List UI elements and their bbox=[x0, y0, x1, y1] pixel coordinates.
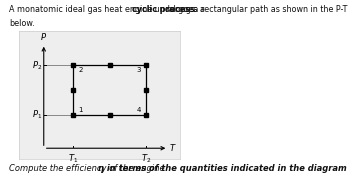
Text: 2: 2 bbox=[78, 67, 83, 73]
Text: P: P bbox=[41, 33, 46, 42]
Text: $T_2$: $T_2$ bbox=[141, 152, 152, 165]
Text: $P_1$: $P_1$ bbox=[32, 109, 42, 121]
Text: T: T bbox=[169, 144, 174, 153]
Text: 1: 1 bbox=[78, 107, 83, 113]
Text: 4: 4 bbox=[136, 107, 141, 113]
Text: $P_2$: $P_2$ bbox=[32, 59, 42, 72]
Text: A monatomic ideal gas heat engine undergoes a: A monatomic ideal gas heat engine underg… bbox=[9, 5, 207, 14]
Text: below.: below. bbox=[9, 19, 34, 28]
Text: along a rectangular path as shown in the P-T diagram: along a rectangular path as shown in the… bbox=[166, 5, 350, 14]
Text: Compute the efficiency of the engine: Compute the efficiency of the engine bbox=[9, 164, 167, 173]
Text: $T_1$: $T_1$ bbox=[68, 152, 78, 165]
Text: 3: 3 bbox=[136, 67, 141, 73]
Text: η in terms of the quantities indicated in the diagram: η in terms of the quantities indicated i… bbox=[98, 164, 347, 173]
Text: cyclic process: cyclic process bbox=[132, 5, 195, 14]
